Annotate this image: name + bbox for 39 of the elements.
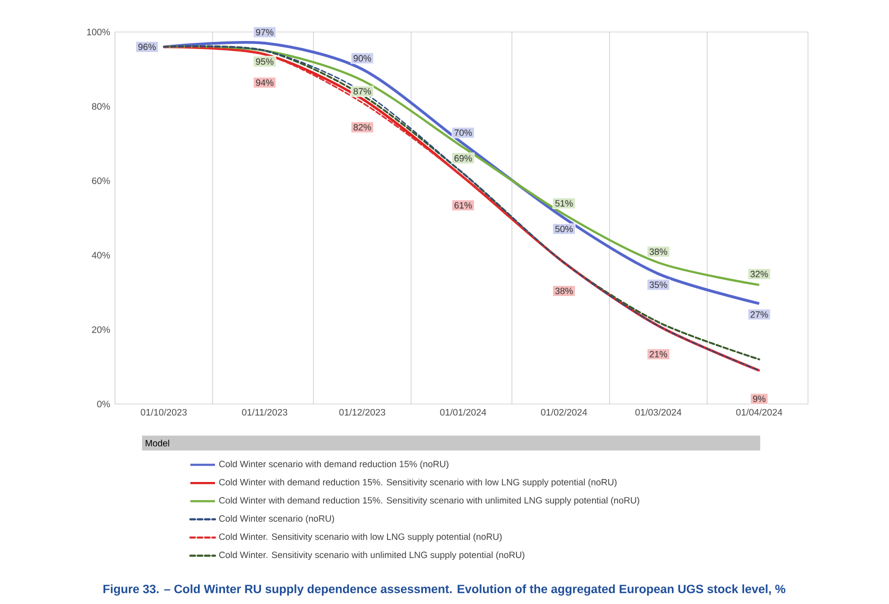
legend-label: Cold Winter. Sensitivity scenario with unlimited LNG supply potential (noRU)	[219, 551, 524, 560]
legend-label: Cold Winter with demand reduction 15%. Sensitivity scenario with unlimited LNG supply potential (noRU)	[219, 496, 640, 506]
legend-label: Cold Winter with demand reduction 15%. Sensitivity scenario with low LNG supply potential (noRU)	[219, 478, 617, 488]
y-tick-label: 0%	[97, 400, 110, 408]
x-tick-label: 01/10/2023	[140, 408, 187, 416]
data-label: 35%	[650, 282, 668, 288]
data-label: 69%	[454, 155, 472, 162]
y-tick-label: 60%	[92, 178, 110, 184]
data-label: 70%	[454, 129, 472, 136]
y-tick-label: 80%	[92, 103, 110, 110]
data-label: 38%	[555, 288, 573, 294]
data-label: 21%	[650, 350, 668, 358]
x-tick-label: 01/01/2024	[440, 408, 486, 416]
x-tick-label: 01/02/2024	[540, 408, 588, 416]
legend-label: Cold Winter scenario with demand reduction 15% (noRU)	[219, 460, 448, 470]
data-label: 95%	[256, 58, 274, 65]
data-label: 9%	[753, 396, 766, 402]
legend-title: Model	[146, 440, 170, 446]
y-tick-label: 20%	[92, 326, 110, 333]
data-label: 27%	[750, 311, 768, 318]
data-label: 51%	[555, 200, 573, 207]
y-tick-label: 100%	[87, 28, 110, 36]
data-label: 61%	[454, 202, 472, 209]
data-label: 97%	[256, 29, 274, 36]
x-tick-label: 01/04/2024	[736, 408, 782, 416]
data-label: 94%	[256, 79, 274, 86]
x-tick-label: 01/12/2023	[339, 408, 386, 416]
y-tick-label: 40%	[92, 252, 110, 258]
data-label: 50%	[555, 226, 573, 232]
text: Figure 33. – Cold Winter RU supply dependence assessment. Evolution of the aggregated European UGS stock level, %	[104, 584, 786, 596]
data-label: 32%	[750, 270, 768, 278]
x-tick-label: 01/11/2023	[242, 408, 288, 416]
legend-label: Cold Winter. Sensitivity scenario with low LNG supply potential (noRU)	[219, 533, 502, 542]
legend-label: Cold Winter scenario (noRU)	[219, 515, 334, 524]
x-tick-label: 01/03/2024	[635, 408, 682, 416]
data-label: 96%	[138, 44, 156, 50]
data-label: 38%	[650, 248, 668, 255]
data-label: 90%	[354, 55, 372, 62]
data-label: 82%	[354, 124, 372, 130]
